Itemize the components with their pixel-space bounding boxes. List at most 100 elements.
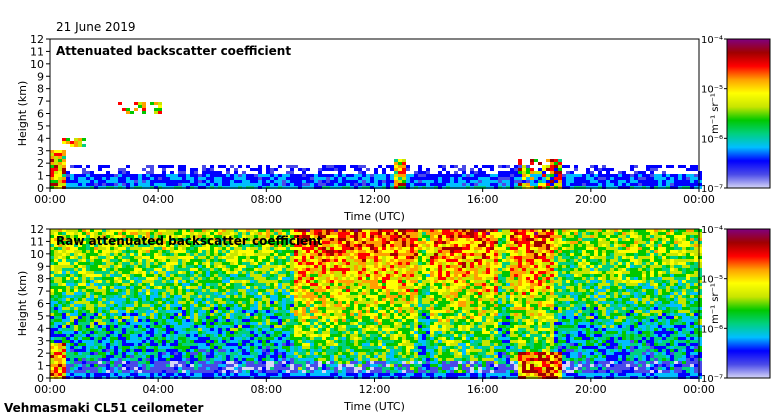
heatmap-cell — [138, 265, 142, 268]
heatmap-cell — [258, 307, 262, 310]
heatmap-cell — [302, 168, 306, 171]
heatmap-cell — [314, 322, 318, 325]
heatmap-cell — [278, 355, 282, 358]
heatmap-cell — [106, 325, 110, 328]
heatmap-cell — [78, 295, 82, 298]
heatmap-cell — [646, 183, 650, 186]
heatmap-cell — [334, 235, 338, 238]
heatmap-cell — [206, 322, 210, 325]
heatmap-cell — [66, 340, 70, 343]
heatmap-cell — [298, 180, 302, 183]
heatmap-cell — [66, 271, 70, 274]
heatmap-cell — [190, 250, 194, 253]
heatmap-cell — [98, 331, 102, 334]
heatmap-cell — [58, 346, 62, 349]
heatmap-cell — [486, 177, 490, 180]
heatmap-cell — [122, 370, 126, 373]
heatmap-cell — [142, 108, 146, 111]
heatmap-cell — [286, 241, 290, 244]
heatmap-cell — [106, 177, 110, 180]
heatmap-cell — [350, 355, 354, 358]
heatmap-cell — [314, 277, 318, 280]
heatmap-cell — [58, 334, 62, 337]
heatmap-cell — [174, 304, 178, 307]
heatmap-cell — [98, 316, 102, 319]
heatmap-cell — [366, 183, 370, 186]
heatmap-cell — [110, 358, 114, 361]
heatmap-cell — [234, 271, 238, 274]
heatmap-cell — [166, 229, 170, 232]
heatmap-cell — [310, 364, 314, 367]
heatmap-cell — [494, 180, 498, 183]
heatmap-cell — [226, 292, 230, 295]
heatmap-cell — [130, 310, 134, 313]
heatmap-cell — [346, 271, 350, 274]
heatmap-cell — [170, 280, 174, 283]
heatmap-cell — [114, 349, 118, 352]
heatmap-cell — [290, 301, 294, 304]
heatmap-cell — [150, 292, 154, 295]
heatmap-cell — [170, 180, 174, 183]
heatmap-cell — [206, 256, 210, 259]
heatmap-cell — [294, 244, 298, 247]
heatmap-cell — [190, 265, 194, 268]
heatmap-cell — [162, 352, 166, 355]
heatmap-cell — [610, 168, 614, 171]
heatmap-cell — [350, 286, 354, 289]
heatmap-cell — [550, 177, 554, 180]
heatmap-cell — [190, 367, 194, 370]
heatmap-cell — [254, 361, 258, 364]
heatmap-cell — [306, 316, 310, 319]
heatmap-cell — [82, 319, 86, 322]
heatmap-cell — [178, 301, 182, 304]
heatmap-cell — [318, 310, 322, 313]
heatmap-cell — [234, 301, 238, 304]
heatmap-cell — [230, 325, 234, 328]
heatmap-cell — [126, 280, 130, 283]
heatmap-cell — [570, 177, 574, 180]
heatmap-cell — [258, 370, 262, 373]
heatmap-cell — [226, 241, 230, 244]
heatmap-cell — [118, 271, 122, 274]
heatmap-cell — [98, 177, 102, 180]
heatmap-cell — [218, 180, 222, 183]
heatmap-cell — [246, 367, 250, 370]
heatmap-cell — [190, 247, 194, 250]
heatmap-cell — [170, 289, 174, 292]
heatmap-cell — [518, 171, 522, 174]
heatmap-cell — [178, 268, 182, 271]
heatmap-cell — [174, 277, 178, 280]
heatmap-cell — [250, 295, 254, 298]
heatmap-cell — [174, 307, 178, 310]
heatmap-cell — [222, 289, 226, 292]
heatmap-cell — [178, 334, 182, 337]
heatmap-cell — [222, 349, 226, 352]
heatmap-cell — [74, 165, 78, 168]
heatmap-cell — [54, 289, 58, 292]
heatmap-cell — [282, 183, 286, 186]
heatmap-cell — [246, 247, 250, 250]
heatmap-cell — [238, 349, 242, 352]
heatmap-cell — [294, 298, 298, 301]
heatmap-cell — [210, 352, 214, 355]
x-tick-label: 16:00 — [467, 193, 499, 206]
heatmap-cell — [190, 274, 194, 277]
heatmap-cell — [342, 370, 346, 373]
heatmap-cell — [138, 304, 142, 307]
heatmap-cell — [206, 277, 210, 280]
heatmap-cell — [62, 328, 66, 331]
heatmap-cell — [182, 244, 186, 247]
heatmap-cell — [66, 274, 70, 277]
heatmap-cell — [106, 310, 110, 313]
heatmap-cell — [230, 247, 234, 250]
heatmap-cell — [82, 307, 86, 310]
heatmap-cell — [298, 334, 302, 337]
heatmap-cell — [250, 274, 254, 277]
heatmap-cell — [426, 177, 430, 180]
heatmap-cell — [258, 346, 262, 349]
heatmap-cell — [158, 301, 162, 304]
heatmap-cell — [194, 334, 198, 337]
heatmap-cell — [174, 253, 178, 256]
heatmap-cell — [322, 259, 326, 262]
heatmap-cell — [190, 358, 194, 361]
